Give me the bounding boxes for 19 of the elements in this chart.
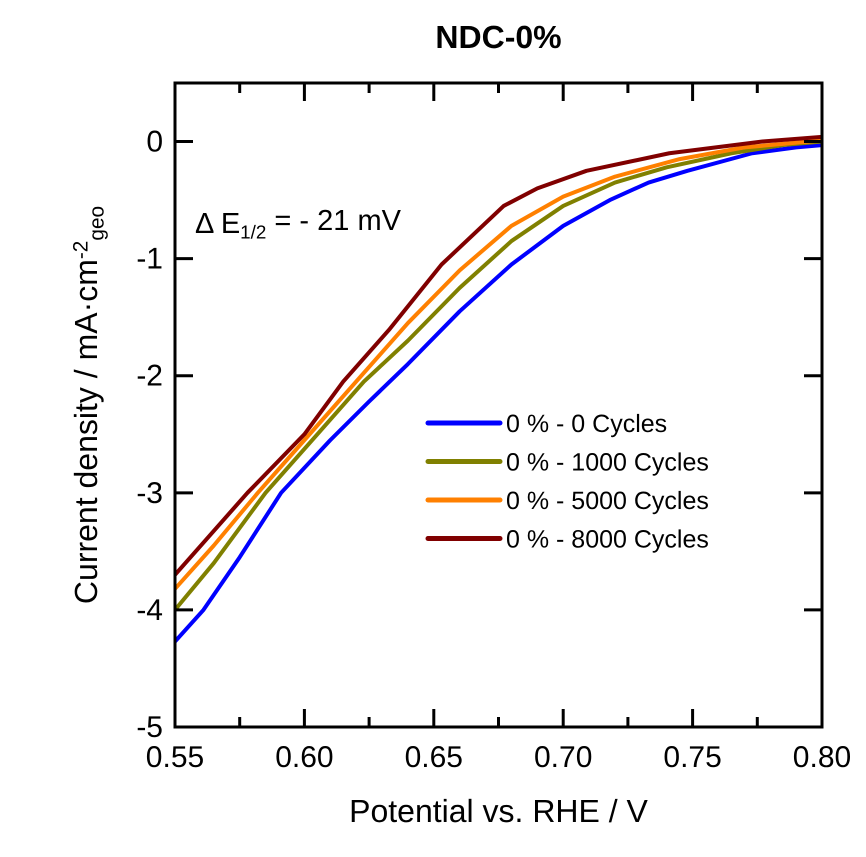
y-tick-label: -5 xyxy=(136,711,163,744)
y-tick-label: -1 xyxy=(136,242,163,276)
x-tick-label: 0.55 xyxy=(146,741,204,774)
y-tick-label: 0 xyxy=(146,126,163,159)
y-tick-label: -4 xyxy=(136,594,163,627)
x-tick-label: 0.60 xyxy=(275,741,334,774)
chart-title: NDC-0% xyxy=(435,19,562,55)
legend-label: 0 % - 8000 Cycles xyxy=(506,526,709,554)
x-tick-label: 0.70 xyxy=(534,741,592,774)
x-tick-label: 0.75 xyxy=(663,741,722,774)
x-tick-label: 0.65 xyxy=(404,741,463,774)
annotation: Δ E$_{1/2}$ = - 21 mV xyxy=(195,204,402,243)
x-tick-label: 0.80 xyxy=(792,741,852,774)
legend-label: 0 % - 1000 Cycles xyxy=(506,448,709,476)
legend-label: 0 % - 0 Cycles xyxy=(506,410,668,438)
legend-label: 0 % - 5000 Cycles xyxy=(506,487,709,515)
x-axis-title: Potential vs. RHE / V xyxy=(349,793,649,829)
y-tick-label: -3 xyxy=(136,476,163,510)
y-tick-label: -2 xyxy=(136,360,163,393)
